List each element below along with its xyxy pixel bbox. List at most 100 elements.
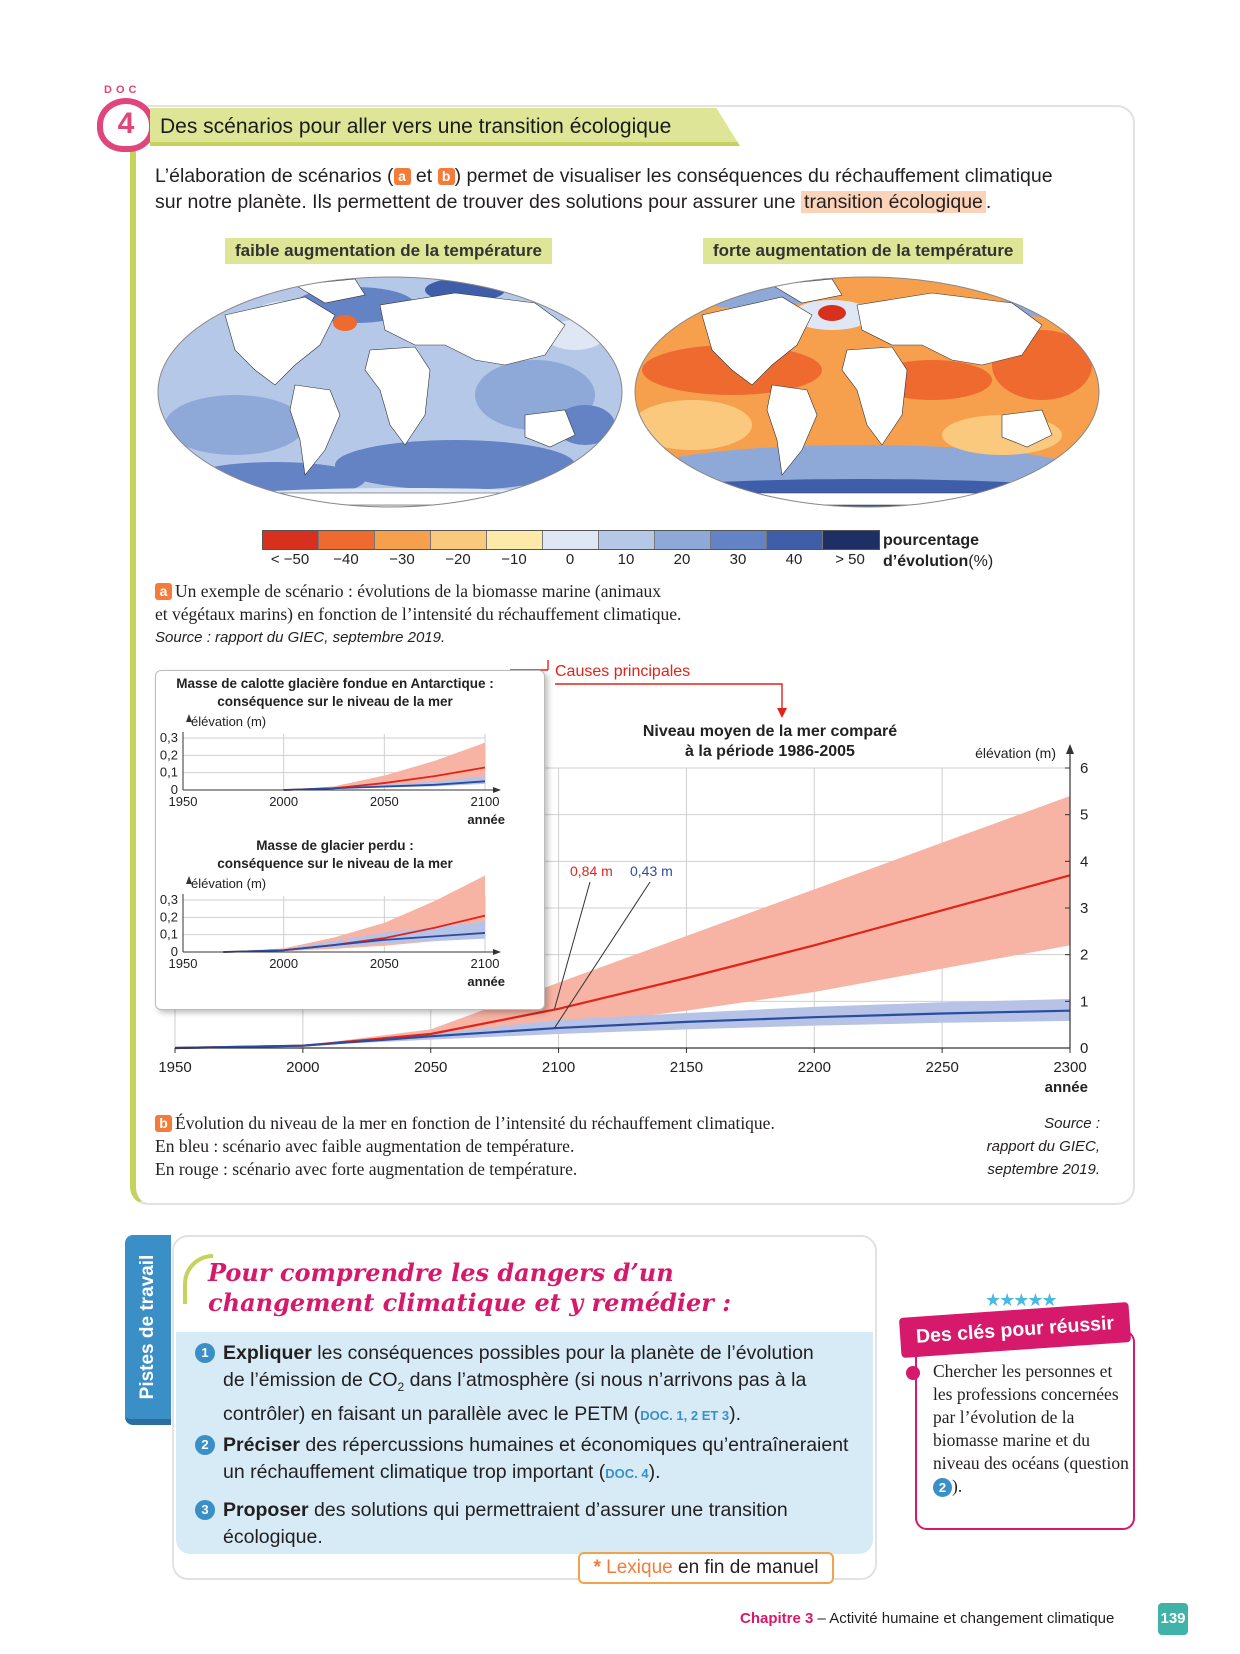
label-043: 0,43 m xyxy=(630,863,673,879)
map-label-low: faible augmentation de la température xyxy=(225,238,553,264)
color-scale-tick-label: −10 xyxy=(501,551,527,568)
color-scale-swatch xyxy=(655,531,711,549)
doc-title-bar xyxy=(150,108,740,146)
caption-b: b Évolution du niveau de la mer en foncti… xyxy=(155,1113,775,1179)
cles-box xyxy=(915,1330,1135,1530)
color-scale-tick-label: 0 xyxy=(565,551,575,568)
color-scale-tick-label: 40 xyxy=(785,551,803,568)
doc-number-badge: 4 xyxy=(97,98,155,152)
color-scale-tick-label: < −50 xyxy=(270,551,310,568)
color-scale-swatch xyxy=(263,531,319,549)
label-084: 0,84 m xyxy=(570,863,613,879)
x-tick-label: 2300 xyxy=(1053,1059,1086,1076)
footer-chapter: Chapitre 3 – Activité humaine et changem… xyxy=(740,1610,1115,1627)
high-scenario-band xyxy=(175,796,1070,1048)
caption-b-source: Source : rapport du GIEC, septembre 2019… xyxy=(986,1115,1100,1178)
x-tick-label: 2250 xyxy=(925,1059,958,1076)
map-low-warming xyxy=(157,276,623,508)
inset-y-tick-label: 0,1 xyxy=(160,765,178,780)
inset-x-tick-label: 1950 xyxy=(169,956,198,971)
inset-line-low xyxy=(223,932,486,953)
inset-charts: Masse de calotte glacière fondue en Anta… xyxy=(160,676,505,989)
inset-y-arrow-icon xyxy=(186,876,192,884)
color-scale-swatch xyxy=(319,531,375,549)
intro-paragraph: L’élaboration de scénarios (a et b) perm… xyxy=(155,165,1053,213)
color-scale-tick-label: 10 xyxy=(617,551,635,568)
inset-card xyxy=(155,670,545,1010)
color-scale-bar xyxy=(262,530,880,550)
inset-x-label: année xyxy=(467,812,505,827)
map-high-warming xyxy=(634,276,1100,508)
x-tick-label: 2000 xyxy=(286,1059,319,1076)
causes-arrow-icon xyxy=(777,708,787,718)
x-tick-label: 2150 xyxy=(670,1059,703,1076)
question-3: 3 Proposer des solutions qui permettraien… xyxy=(195,1497,788,1551)
pistes-questions-bg xyxy=(176,1332,873,1554)
inset-y-label: élévation (m) xyxy=(191,876,266,891)
inset-title-line2: conséquence sur le niveau de la mer xyxy=(217,856,453,871)
color-scale-swatch xyxy=(487,531,543,549)
page-number: 139 xyxy=(1158,1603,1188,1635)
color-scale-tick-label: 30 xyxy=(729,551,747,568)
stars-icon: ★★★★★ xyxy=(985,1290,1058,1310)
y-tick-label: 4 xyxy=(1080,853,1088,870)
inset-title-line2: conséquence sur le niveau de la mer xyxy=(217,694,453,709)
inset-y-tick-label: 0,3 xyxy=(160,730,178,745)
color-scale-tick-label: −20 xyxy=(445,551,471,568)
color-scale-tick-label: −40 xyxy=(333,551,359,568)
question-2: 2 Préciser des répercussions humaines et … xyxy=(195,1432,848,1487)
doc-title: Des scénarios pour aller vers une transi… xyxy=(160,115,672,138)
x-axis-label: année xyxy=(1045,1079,1088,1096)
inset-title-line1: Masse de calotte glacière fondue en Anta… xyxy=(176,676,494,691)
series-line-low xyxy=(174,1009,1071,1050)
inset-y-tick-label: 0,1 xyxy=(160,927,178,942)
color-scale-swatch xyxy=(599,531,655,549)
inset-x-tick-label: 2000 xyxy=(269,956,298,971)
question-1: 1 Expliquer les conséquences possibles po… xyxy=(195,1340,814,1429)
color-scale-tick-label: −30 xyxy=(389,551,415,568)
y-axis-arrow-icon xyxy=(1066,744,1074,754)
y-tick-label: 0 xyxy=(1080,1040,1088,1057)
inset-band-low xyxy=(223,921,485,952)
inset-y-tick-label: 0 xyxy=(171,944,178,959)
pistes-tab: Pistes de travail xyxy=(125,1235,171,1425)
x-tick-label: 2100 xyxy=(542,1059,575,1076)
y-tick-label: 3 xyxy=(1080,900,1088,917)
inset-x-tick-label: 2050 xyxy=(370,794,399,809)
bullet-dot-icon xyxy=(906,1366,920,1380)
highlight-transition: transition écologique xyxy=(801,191,986,213)
inset-y-label: élévation (m) xyxy=(191,714,266,729)
y-tick-label: 1 xyxy=(1080,993,1088,1010)
x-tick-label: 2200 xyxy=(798,1059,831,1076)
lexique-link[interactable]: * Lexique en fin de manuel xyxy=(578,1552,834,1584)
y-tick-label: 6 xyxy=(1080,760,1088,777)
color-scale-swatch xyxy=(431,531,487,549)
inset-line-low xyxy=(283,780,486,791)
inset-x-tick-label: 1950 xyxy=(169,794,198,809)
color-scale-swatch xyxy=(711,531,767,549)
x-tick-label: 1950 xyxy=(158,1059,191,1076)
doc-label: DOC xyxy=(104,84,141,96)
map-label-high: forte augmentation de la température xyxy=(703,238,1024,264)
inset-band-high xyxy=(283,742,485,790)
inset-y-tick-label: 0,2 xyxy=(160,747,178,762)
y-axis-label: élévation (m) xyxy=(975,745,1056,761)
inset-y-tick-label: 0,3 xyxy=(160,892,178,907)
y-tick-label: 5 xyxy=(1080,807,1088,824)
label-leader-red xyxy=(554,881,591,1009)
color-scale-tick-label: 20 xyxy=(673,551,691,568)
inset-x-tick-label: 2050 xyxy=(370,956,399,971)
label-leader-blue xyxy=(554,881,651,1029)
inset-y-tick-label: 0,2 xyxy=(160,909,178,924)
tag-b: b xyxy=(437,168,455,185)
color-scale-tick-label: > 50 xyxy=(835,551,865,568)
inset-x-tick-label: 2100 xyxy=(471,794,500,809)
color-scale-swatch xyxy=(823,531,879,549)
x-tick-label: 2050 xyxy=(414,1059,447,1076)
sea-level-chart: 1950 2000 2050 2100 2150 2200 2250 2300 0 1 2 3 4 5 6 a… xyxy=(158,660,1088,1096)
inset-title-line1: Masse de glacier perdu : xyxy=(256,838,414,853)
inset-x-label: année xyxy=(467,974,505,989)
inset-x-tick-label: 2000 xyxy=(269,794,298,809)
chart-title-line1: Niveau moyen de la mer comparé xyxy=(643,723,897,740)
inset-x-tick-label: 2100 xyxy=(471,956,500,971)
